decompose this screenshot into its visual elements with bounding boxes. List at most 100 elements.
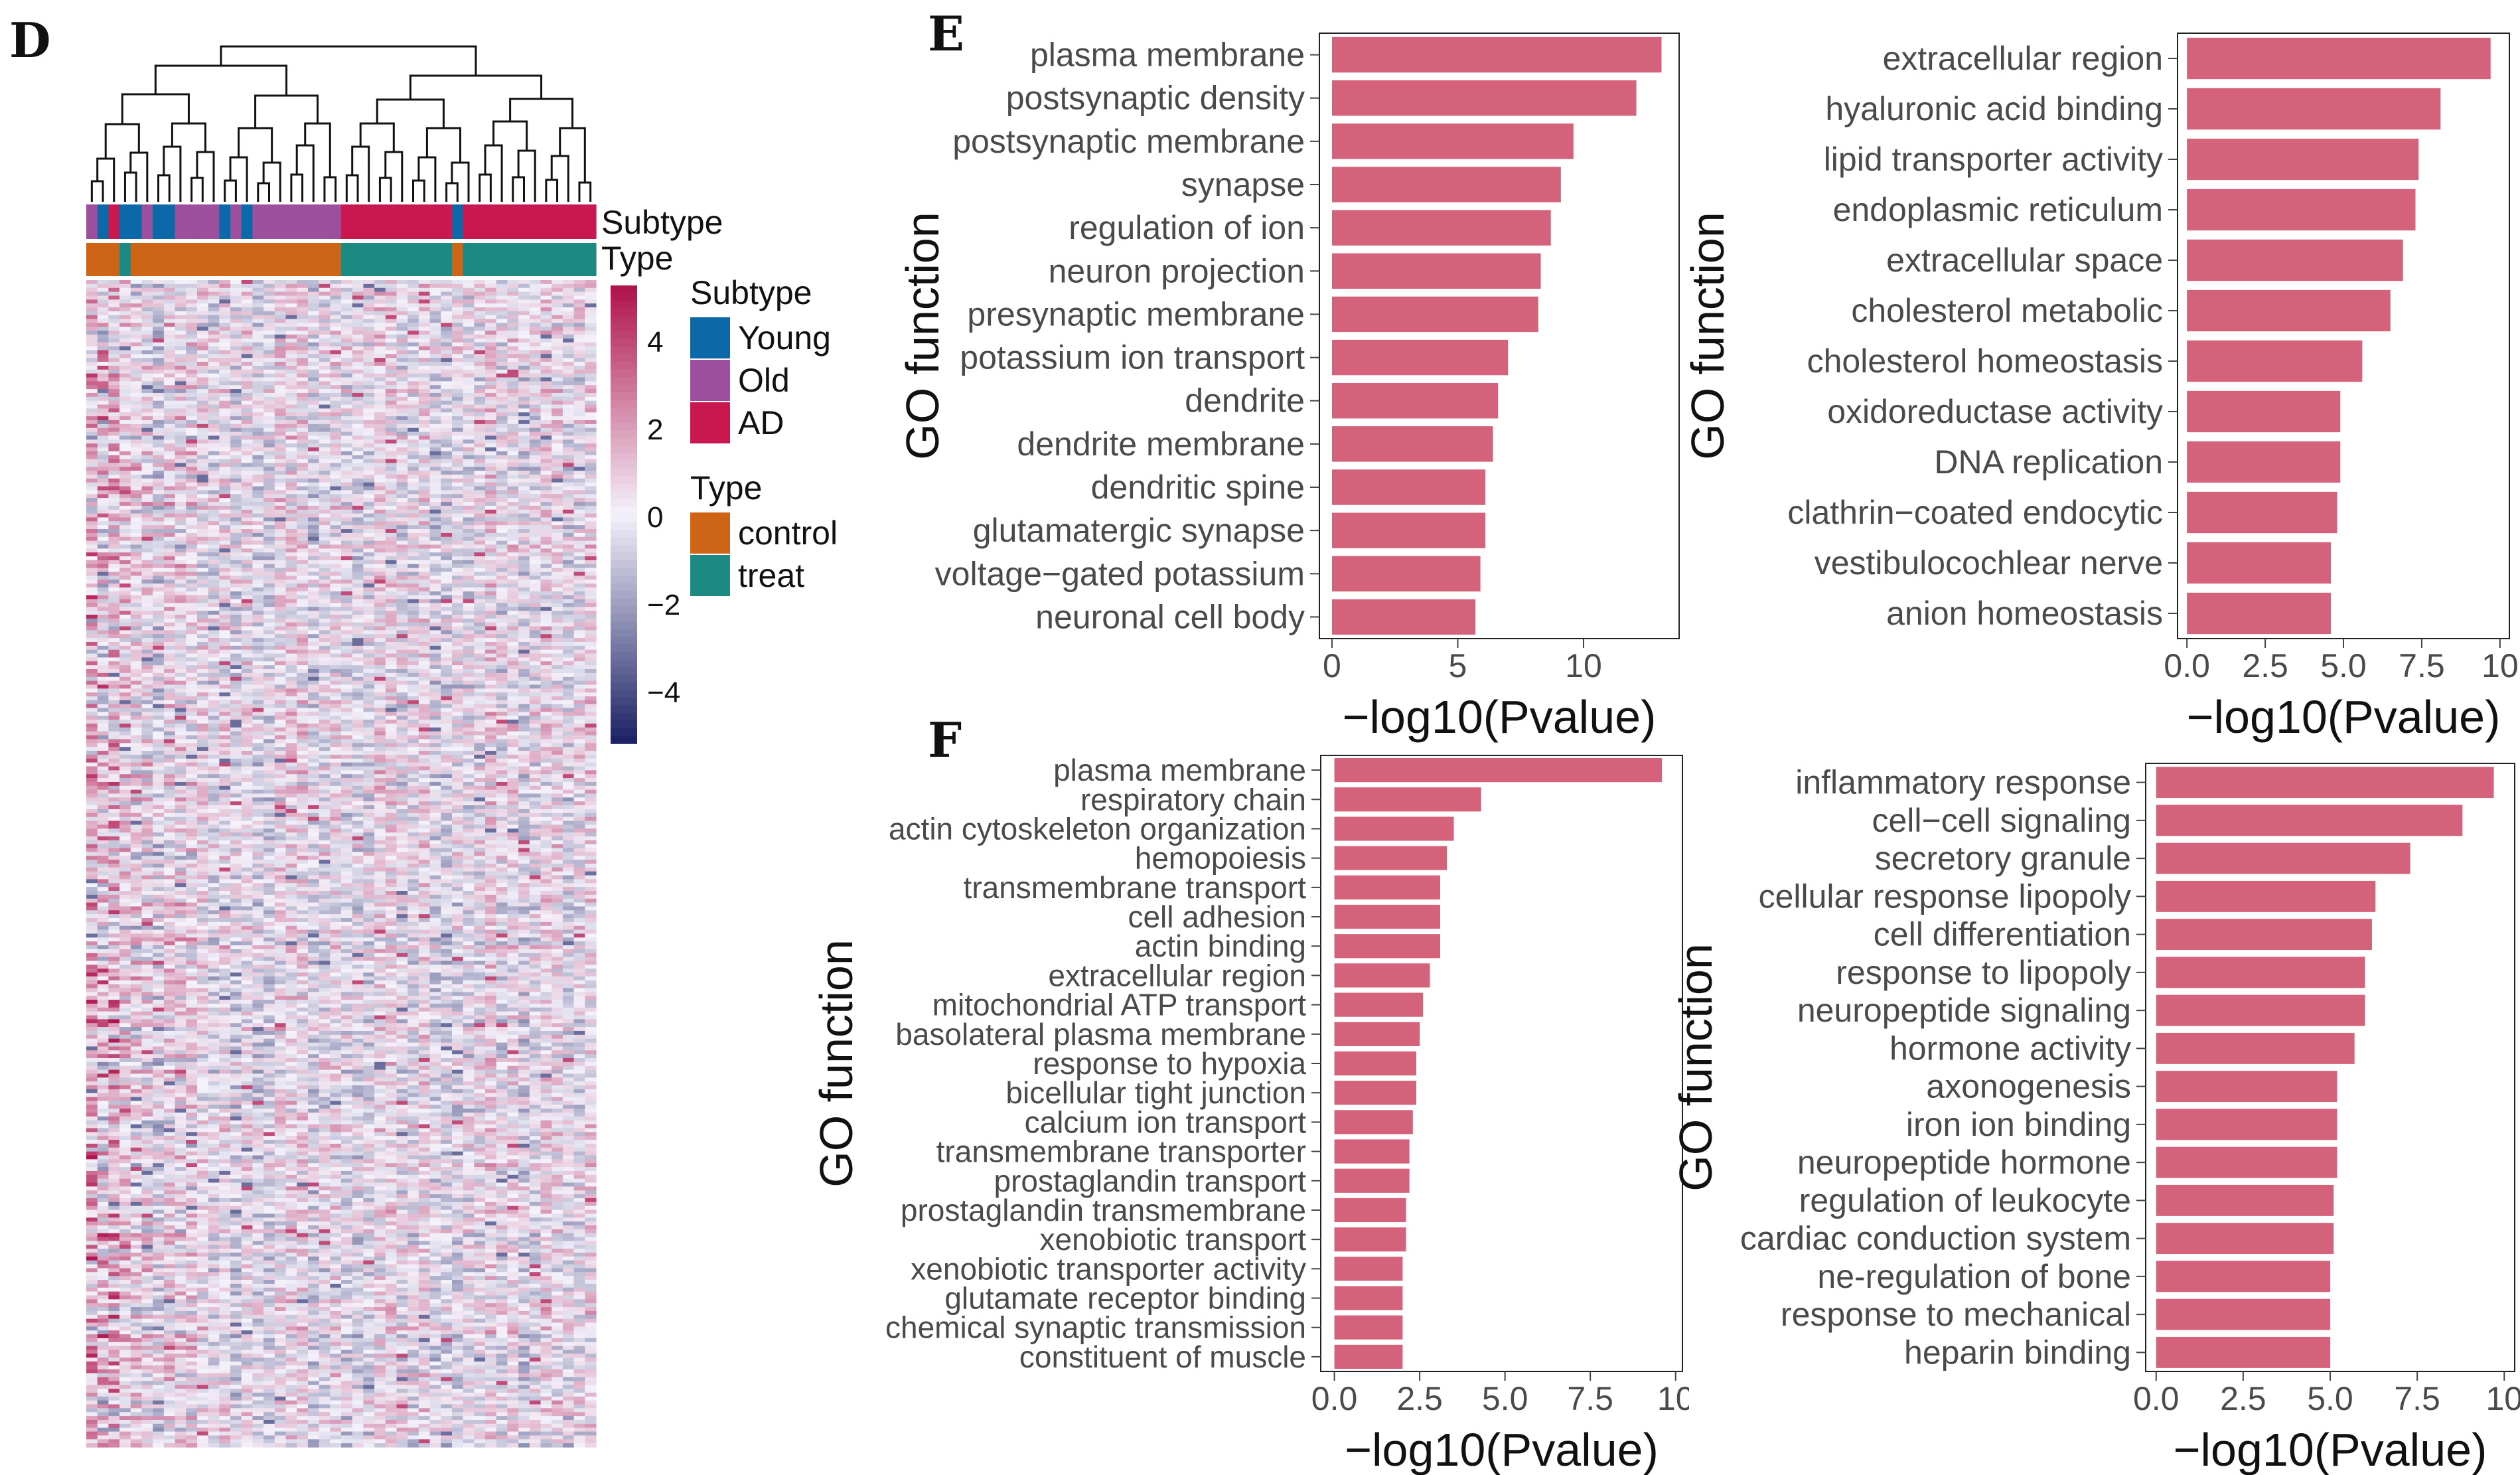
heatmap-cell <box>341 680 353 686</box>
heatmap-cell <box>153 638 165 643</box>
heatmap-cell <box>263 389 275 394</box>
heatmap-cell <box>573 323 585 327</box>
heatmap-cell <box>552 525 563 530</box>
heatmap-cell <box>208 396 220 402</box>
heatmap-cell <box>274 307 287 312</box>
heatmap-cell <box>396 447 408 452</box>
heatmap-cell <box>186 595 198 600</box>
heatmap-cell <box>196 583 209 588</box>
heatmap-cell <box>97 358 109 362</box>
heatmap-cell <box>130 307 143 312</box>
heatmap-cell <box>263 494 275 499</box>
heatmap-cell <box>474 396 486 402</box>
heatmap-cell <box>175 669 186 674</box>
heatmap-cell <box>252 572 264 576</box>
heatmap-cell <box>341 595 353 600</box>
heatmap-cell <box>341 564 353 569</box>
heatmap-cell <box>330 661 342 666</box>
heatmap-cell <box>341 536 353 542</box>
heatmap-cell <box>108 544 120 549</box>
heatmap-cell <box>297 311 309 316</box>
heatmap-cell <box>186 287 198 293</box>
heatmap-cell <box>418 327 431 331</box>
heatmap-cell <box>496 381 508 386</box>
heatmap-cell <box>141 529 153 534</box>
heatmap-cell <box>451 358 464 362</box>
heatmap-cell <box>474 653 486 659</box>
heatmap-cell <box>252 505 264 510</box>
heatmap-cell <box>529 392 542 398</box>
heatmap-cell <box>175 443 186 448</box>
heatmap-cell <box>485 649 497 655</box>
heatmap-cell <box>230 400 242 406</box>
heatmap-cell <box>396 653 408 659</box>
heatmap-cell <box>86 540 98 546</box>
heatmap-cell <box>319 335 331 339</box>
heatmap-cell <box>163 482 176 487</box>
heatmap-cell <box>274 556 287 561</box>
heatmap-cell <box>252 443 264 448</box>
heatmap-cell <box>385 299 398 304</box>
heatmap-cell <box>451 420 464 425</box>
heatmap-cell <box>573 603 585 607</box>
heatmap-cell <box>385 478 398 483</box>
heatmap-cell <box>186 365 198 370</box>
heatmap-cell <box>186 335 198 339</box>
heatmap-cell <box>252 373 264 378</box>
heatmap-cell <box>230 626 242 631</box>
heatmap-cell <box>585 517 597 522</box>
heatmap-cell <box>208 389 220 394</box>
heatmap-cell <box>108 556 120 561</box>
heatmap-cell <box>552 498 563 503</box>
heatmap-cell <box>186 455 198 460</box>
heatmap-cell <box>352 513 364 518</box>
heatmap-cell <box>175 475 186 479</box>
heatmap-cell <box>429 505 441 510</box>
heatmap-cell <box>219 354 231 358</box>
heatmap-cell <box>429 548 441 553</box>
heatmap-cell <box>208 471 220 475</box>
heatmap-cell <box>352 540 364 546</box>
heatmap-cell <box>396 536 408 542</box>
heatmap-cell <box>385 580 398 584</box>
heatmap-cell <box>374 540 386 546</box>
heatmap-cell <box>119 618 131 623</box>
heatmap-cell <box>208 622 220 627</box>
heatmap-cell <box>429 540 441 546</box>
heatmap-cell <box>241 280 254 285</box>
heatmap-cell <box>119 513 131 518</box>
heatmap-cell <box>263 653 275 659</box>
heatmap-cell <box>252 603 264 607</box>
heatmap-cell <box>374 676 386 682</box>
heatmap-cell <box>518 595 530 600</box>
heatmap-cell <box>352 327 364 331</box>
heatmap-cell <box>307 556 320 561</box>
heatmap-cell <box>230 560 242 565</box>
heatmap-cell <box>341 295 353 300</box>
heatmap-cell <box>219 400 231 406</box>
heatmap-cell <box>562 653 575 659</box>
heatmap-cell <box>141 335 153 339</box>
heatmap-cell <box>429 525 441 530</box>
heatmap-cell <box>130 392 143 398</box>
heatmap-cell <box>585 435 597 440</box>
heatmap-cell <box>496 431 508 436</box>
heatmap-cell <box>263 622 275 627</box>
heatmap-cell <box>474 618 486 623</box>
heatmap-cell <box>507 607 519 611</box>
heatmap-cell <box>507 622 519 627</box>
heatmap-cell <box>352 447 364 452</box>
heatmap-cell <box>263 463 275 467</box>
heatmap-cell <box>451 354 464 358</box>
heatmap-cell <box>119 443 131 448</box>
heatmap-cell <box>585 630 597 635</box>
heatmap-cell <box>507 486 519 491</box>
heatmap-cell <box>418 408 431 413</box>
heatmap-cell <box>263 634 275 639</box>
heatmap-cell <box>441 455 453 460</box>
heatmap-cell <box>374 338 386 343</box>
heatmap-cell <box>97 307 109 312</box>
heatmap-cell <box>141 459 153 464</box>
heatmap-cell <box>86 665 98 670</box>
heatmap-cell <box>496 591 508 596</box>
